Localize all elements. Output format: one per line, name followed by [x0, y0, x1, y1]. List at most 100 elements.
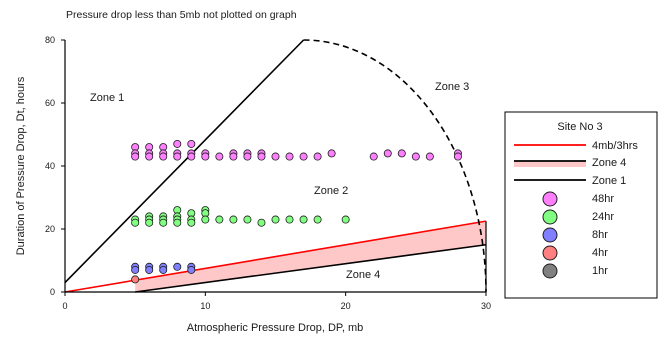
x-axis-label: Atmospheric Pressure Drop, DP, mb — [187, 322, 363, 334]
data-point — [173, 152, 182, 161]
legend-label: Zone 1 — [592, 175, 626, 187]
data-point — [173, 218, 182, 227]
data-point — [411, 152, 420, 161]
data-point — [285, 215, 294, 224]
data-point — [257, 218, 266, 227]
data-point — [299, 152, 308, 161]
legend-marker-swatch — [542, 263, 558, 279]
legend-item-48hr: 48hr — [542, 191, 614, 207]
data-point — [383, 149, 392, 158]
data-point — [313, 152, 322, 161]
data-point — [131, 152, 140, 161]
data-point — [453, 152, 462, 161]
series-48hr — [131, 139, 462, 161]
x-tick-label: 20 — [341, 301, 351, 311]
data-point — [229, 215, 238, 224]
zone-3-label: Zone 3 — [435, 81, 469, 93]
data-point — [187, 218, 196, 227]
legend-label: Zone 4 — [592, 157, 626, 169]
data-point — [173, 262, 182, 271]
legend-item-1hr: 1hr — [542, 263, 608, 279]
legend-item-4mb-3hrs: 4mb/3hrs — [514, 140, 638, 152]
data-point — [145, 152, 154, 161]
data-point — [369, 152, 378, 161]
data-point — [299, 215, 308, 224]
series-8hr — [131, 262, 196, 274]
rate-4mb-3hrs-line — [64, 220, 487, 293]
legend-item-zone-1: Zone 1 — [514, 175, 626, 187]
data-point — [173, 139, 182, 148]
y-tick-label: 20 — [45, 224, 55, 234]
zone-4-boundary-line — [135, 243, 487, 293]
data-point — [243, 152, 252, 161]
legend-band-swatch — [514, 161, 586, 167]
y-ticks: 0 20 40 60 80 — [45, 35, 65, 297]
data-point — [229, 152, 238, 161]
y-tick-label: 40 — [45, 161, 55, 171]
legend-label: 4mb/3hrs — [592, 140, 638, 152]
legend-marker-swatch — [542, 227, 558, 243]
legend-label: 4hr — [592, 247, 608, 259]
y-tick-label: 0 — [50, 287, 55, 297]
zone-4-label: Zone 4 — [346, 269, 380, 281]
series-4hr — [131, 275, 140, 284]
data-point — [271, 215, 280, 224]
data-point — [215, 152, 224, 161]
data-point — [131, 275, 140, 284]
data-point — [159, 218, 168, 227]
data-point — [271, 152, 280, 161]
data-point — [425, 152, 434, 161]
data-point — [131, 265, 140, 274]
data-point — [243, 215, 252, 224]
x-ticks: 0 10 20 30 — [62, 292, 491, 311]
data-point — [313, 215, 322, 224]
zone-1-label: Zone 1 — [90, 92, 124, 104]
legend-item-zone-4: Zone 4 — [514, 157, 626, 169]
data-point — [159, 152, 168, 161]
data-point — [257, 152, 266, 161]
data-point — [131, 218, 140, 227]
x-tick-label: 30 — [481, 301, 491, 311]
zone-1-boundary-line — [64, 39, 305, 284]
data-point — [187, 152, 196, 161]
x-tick-label: 10 — [200, 301, 210, 311]
data-point — [327, 149, 336, 158]
legend-marker-swatch — [542, 191, 558, 207]
legend-marker-swatch — [542, 209, 558, 225]
zone-2-label: Zone 2 — [314, 185, 348, 197]
zone-4-fill — [135, 221, 486, 292]
legend-label: 1hr — [592, 265, 608, 277]
data-point — [215, 215, 224, 224]
chart-note: Pressure drop less than 5mb not plotted … — [66, 9, 297, 21]
series-24hr — [131, 206, 350, 227]
legend-item-24hr: 24hr — [542, 209, 614, 225]
x-tick-label: 0 — [62, 301, 67, 311]
plot-area — [64, 39, 487, 293]
x-axis: 0 10 20 30 Atmospheric Pressure Drop, DP, m… — [62, 291, 491, 334]
data-point — [145, 265, 154, 274]
legend-item-4hr: 4hr — [542, 245, 608, 261]
legend: Site No 3 4mb/3hrs Zone 4 Zone 1 48hr 24hr 8h… — [504, 111, 658, 299]
y-tick-label: 80 — [45, 35, 55, 45]
zone-labels: Zone 1 Zone 2 Zone 3 Zone 4 — [90, 81, 469, 281]
data-point — [187, 139, 196, 148]
zone-3-arc — [303, 39, 487, 293]
data-point — [187, 265, 196, 274]
data-point — [201, 152, 210, 161]
data-point — [397, 149, 406, 158]
legend-title: Site No 3 — [557, 121, 602, 133]
legend-item-8hr: 8hr — [542, 227, 608, 243]
data-point — [159, 265, 168, 274]
legend-label: 24hr — [592, 211, 614, 223]
y-axis: 0 20 40 60 80 Duration of Pressure Drop, Dt,… — [15, 35, 66, 297]
y-tick-label: 60 — [45, 98, 55, 108]
legend-box — [504, 111, 658, 299]
data-point — [341, 215, 350, 224]
legend-marker-swatch — [542, 245, 558, 261]
legend-items: 4mb/3hrs Zone 4 Zone 1 48hr 24hr 8hr 4hr 1hr — [514, 140, 638, 279]
y-axis-label: Duration of Pressure Drop, Dt, hours — [15, 76, 27, 255]
legend-label: 8hr — [592, 229, 608, 241]
data-point — [285, 152, 294, 161]
data-point — [145, 218, 154, 227]
